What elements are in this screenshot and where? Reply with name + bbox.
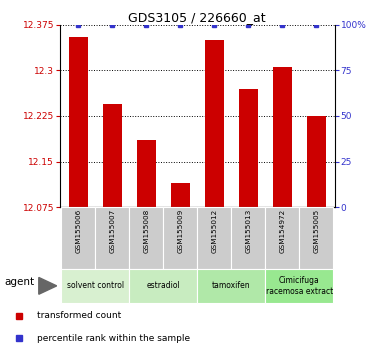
Bar xyxy=(61,269,129,303)
Text: GSM155007: GSM155007 xyxy=(109,209,116,253)
Text: estradiol: estradiol xyxy=(146,281,180,290)
Bar xyxy=(273,67,291,207)
Text: agent: agent xyxy=(5,278,35,287)
Bar xyxy=(61,207,95,269)
Bar xyxy=(299,207,333,269)
Text: Cimicifuga
racemosa extract: Cimicifuga racemosa extract xyxy=(266,276,333,296)
Bar xyxy=(231,207,265,269)
Title: GDS3105 / 226660_at: GDS3105 / 226660_at xyxy=(129,11,266,24)
Text: tamoxifen: tamoxifen xyxy=(212,281,251,290)
Text: GSM154972: GSM154972 xyxy=(279,209,285,253)
Bar xyxy=(197,207,231,269)
Text: GSM155008: GSM155008 xyxy=(143,209,149,253)
Bar xyxy=(197,269,265,303)
Bar xyxy=(205,40,224,207)
Bar xyxy=(163,207,197,269)
Text: percentile rank within the sample: percentile rank within the sample xyxy=(37,333,190,343)
Bar xyxy=(95,207,129,269)
Text: GSM155005: GSM155005 xyxy=(313,209,319,253)
Bar xyxy=(129,269,197,303)
Bar xyxy=(103,104,122,207)
Text: GSM155013: GSM155013 xyxy=(245,209,251,253)
Text: GSM155006: GSM155006 xyxy=(75,209,81,253)
Bar xyxy=(265,207,299,269)
Bar xyxy=(265,269,333,303)
Bar xyxy=(171,183,190,207)
Bar xyxy=(69,37,88,207)
Bar xyxy=(307,116,326,207)
Text: GSM155012: GSM155012 xyxy=(211,209,217,253)
Text: GSM155009: GSM155009 xyxy=(177,209,183,253)
Text: transformed count: transformed count xyxy=(37,311,121,320)
Bar xyxy=(239,88,258,207)
Bar xyxy=(129,207,163,269)
Bar xyxy=(137,140,156,207)
Text: solvent control: solvent control xyxy=(67,281,124,290)
Polygon shape xyxy=(39,278,57,294)
